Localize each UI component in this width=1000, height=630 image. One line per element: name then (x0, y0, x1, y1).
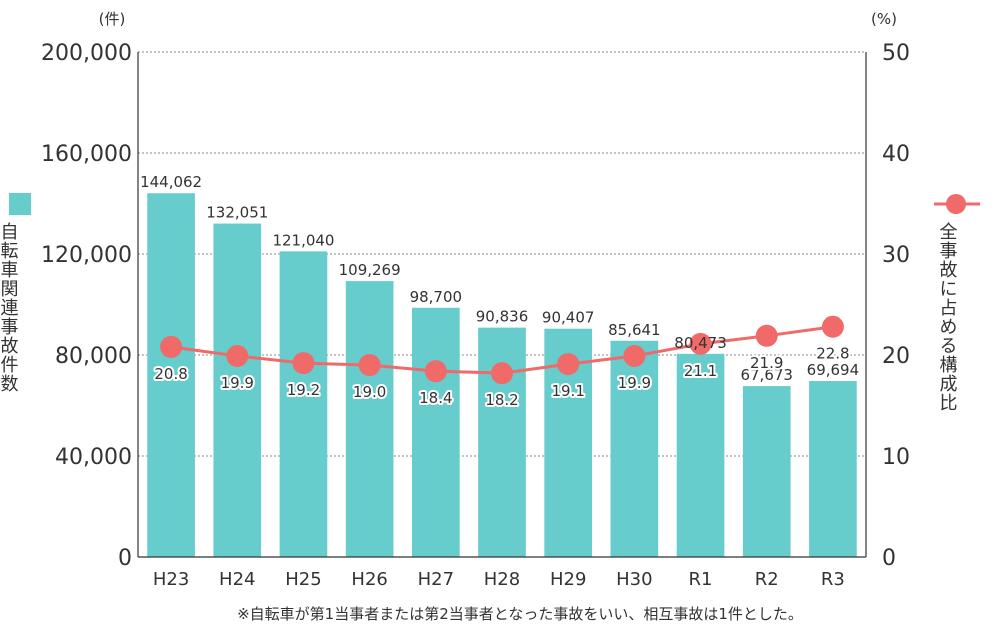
bar-value-label: 90,836 (476, 308, 529, 326)
ratio-value-label: 22.8 (816, 345, 849, 363)
left-tick-label: 80,000 (55, 344, 132, 369)
left-axis-unit: (件) (99, 10, 126, 28)
left-tick-label: 120,000 (41, 243, 132, 268)
ratio-point-R3 (821, 315, 844, 338)
ratio-point-H30 (623, 345, 646, 368)
left-tick-label: 200,000 (41, 41, 132, 66)
ratio-value-label: 19.0 (353, 383, 386, 401)
left-tick-label: 160,000 (41, 142, 132, 167)
legend-line-marker (946, 194, 966, 214)
ratio-point-R2 (755, 324, 778, 347)
bar-value-label: 69,694 (807, 361, 860, 379)
footnote: ※自転車が第1当事者または第2当事者となった事故をいい、相互事故は1件とした。 (237, 605, 803, 623)
right-tick-label: 30 (882, 243, 910, 268)
bar-H28 (478, 327, 526, 557)
x-tick-label: H26 (351, 569, 387, 590)
bar-value-label: 98,700 (410, 288, 463, 306)
bar-value-label: 67,673 (740, 366, 793, 384)
bar-value-label: 85,641 (608, 321, 661, 339)
right-axis-unit: (%) (871, 10, 897, 28)
ratio-point-R1 (689, 332, 712, 355)
bar-value-label: 109,269 (339, 261, 401, 279)
x-tick-label: H28 (484, 569, 520, 590)
bars (147, 193, 857, 557)
bar-H27 (411, 307, 460, 557)
bar-value-label: 132,051 (206, 204, 268, 222)
left-tick-label: 40,000 (55, 445, 132, 470)
right-tick-label: 50 (882, 41, 910, 66)
right-tick-label: 40 (882, 142, 910, 167)
ratio-value-label: 18.4 (419, 389, 452, 407)
legend-bar-label: 自転車関連事故件数 (0, 222, 19, 393)
x-tick-label: H23 (153, 569, 189, 590)
x-tick-label: R1 (689, 569, 713, 590)
ratio-point-H23 (160, 335, 183, 358)
bar-H24 (213, 223, 262, 557)
bar-value-label: 80,473 (674, 334, 727, 352)
ratio-line (160, 315, 844, 385)
left-tick-label: 0 (118, 546, 132, 571)
bar-H26 (345, 281, 394, 557)
x-tick-label: H25 (285, 569, 321, 590)
ratio-point-H24 (226, 345, 249, 368)
x-tick-label: R3 (821, 569, 845, 590)
ratio-value-label: 19.9 (221, 374, 254, 392)
ratio-point-H27 (424, 360, 447, 383)
bar-R1 (676, 353, 725, 557)
x-tick-label: H27 (418, 569, 454, 590)
legend-line-label: 全事故に占める構成比 (937, 222, 958, 412)
right-tick-label: 10 (882, 445, 910, 470)
bar-H25 (279, 251, 328, 557)
ratio-point-H29 (557, 353, 580, 376)
ratio-value-label: 21.1 (684, 362, 717, 380)
ratio-point-H26 (358, 354, 381, 377)
right-tick-label: 20 (882, 344, 910, 369)
ratio-value-label: 21.9 (750, 354, 783, 372)
bar-H30 (610, 340, 659, 557)
bar-R2 (742, 386, 791, 557)
x-tick-label: H24 (219, 569, 255, 590)
ratio-value-label: 19.1 (551, 382, 584, 400)
bar-value-label: 144,062 (140, 173, 202, 191)
right-tick-label: 0 (882, 546, 896, 571)
ratio-point-H25 (292, 352, 315, 375)
bar-value-label: 90,407 (542, 309, 595, 327)
ratio-point-H28 (491, 362, 513, 385)
legend-bar-swatch (9, 193, 31, 215)
ratio-value-label: 19.9 (618, 374, 651, 392)
bar-H23 (147, 193, 195, 557)
ratio-value-label: 18.2 (485, 391, 518, 409)
bar-R3 (809, 381, 857, 557)
x-tick-label: H29 (550, 569, 586, 590)
bar-value-label: 121,040 (272, 231, 334, 249)
x-tick-label: H30 (616, 569, 652, 590)
ratio-value-label: 20.8 (154, 365, 187, 383)
ratio-value-label: 19.2 (287, 381, 320, 399)
x-tick-label: R2 (755, 569, 779, 590)
axes: 0 40,000 80,000 120,000 160,000 200,000 0 10 20 3… (41, 41, 910, 590)
